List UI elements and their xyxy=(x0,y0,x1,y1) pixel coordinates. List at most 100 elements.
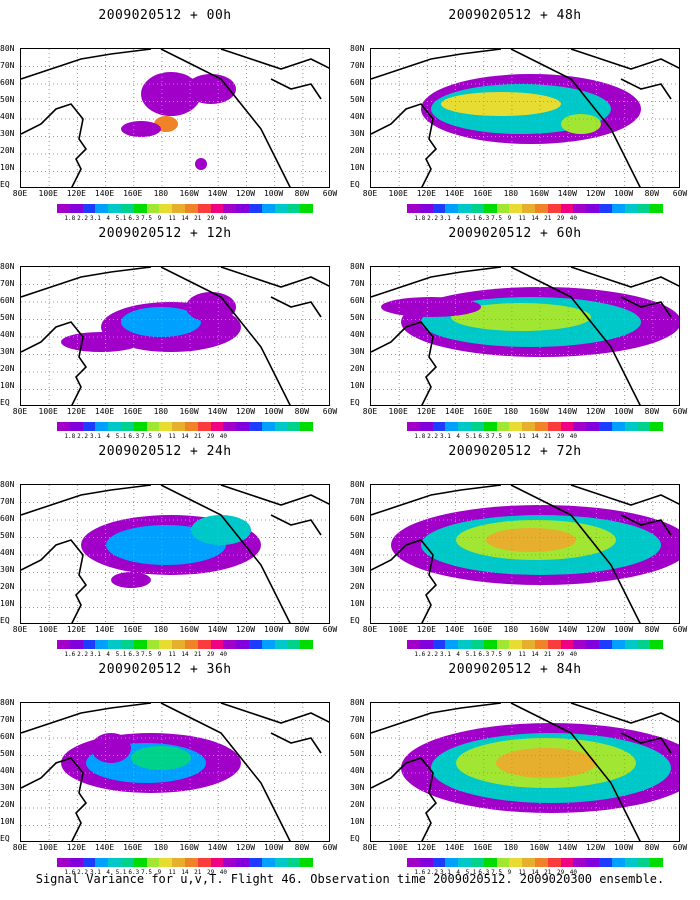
lon-tick-label: 80E xyxy=(362,625,378,634)
colorbar-swatch xyxy=(586,858,599,867)
lon-tick-label: 160W xyxy=(529,843,549,852)
colorbar-swatch xyxy=(611,204,625,213)
lon-tick-label: 120E xyxy=(66,843,86,852)
lat-tick-label: 20N xyxy=(350,800,365,809)
colorbar-label: 29 xyxy=(556,215,565,222)
lon-tick-label: 80E xyxy=(12,407,28,416)
lat-tick-label: 60N xyxy=(0,296,15,305)
colorbar-swatch xyxy=(287,204,301,213)
colorbar-swatch xyxy=(586,204,599,213)
colorbar-swatch xyxy=(483,422,497,431)
lon-tick-label: 80W xyxy=(644,843,660,852)
lat-tick-label: 10N xyxy=(350,817,365,826)
colorbar-swatch xyxy=(69,422,83,431)
lon-tick-label: 120E xyxy=(416,407,436,416)
panel-title: 2009020512 + 48h xyxy=(448,8,582,23)
colorbar-swatch xyxy=(82,640,96,649)
colorbar-swatch xyxy=(650,422,663,431)
lon-tick-label: 140W xyxy=(207,625,227,634)
lat-tick-label: 40N xyxy=(0,330,15,339)
lon-tick-label: 80E xyxy=(12,843,28,852)
colorbar-label: 7.5 xyxy=(491,433,503,440)
lon-tick-label: 140W xyxy=(207,407,227,416)
colorbar-label: 11 xyxy=(168,433,176,440)
map-plot xyxy=(370,702,680,842)
colorbar-label: 21 xyxy=(194,869,202,876)
colorbar-swatch xyxy=(509,422,523,431)
colorbar-label: 11 xyxy=(518,215,526,222)
colorbar-swatch xyxy=(560,640,574,649)
colorbar-swatch xyxy=(522,640,535,649)
colorbar-label: 9 xyxy=(507,215,512,222)
colorbar-label: 4 xyxy=(456,433,460,440)
lat-tick-label: 10N xyxy=(0,381,15,390)
colorbar-swatch xyxy=(407,858,420,867)
colorbar-label: 40 xyxy=(569,433,577,440)
colorbar-swatch xyxy=(300,204,313,213)
map-panel: 2009020512 + 36h 80N 70N 60N 50N 40N 30N 20N 10N… xyxy=(0,662,340,877)
colorbar-label: 1.6 xyxy=(64,651,76,658)
colorbar-swatch xyxy=(287,858,301,867)
lat-tick-label: 20N xyxy=(350,146,365,155)
lat-tick-label: 10N xyxy=(350,381,365,390)
colorbar-label: 11 xyxy=(518,651,526,658)
colorbar-swatch xyxy=(261,204,275,213)
colorbar-label: 11 xyxy=(168,215,176,222)
colorbar-swatch xyxy=(300,422,313,431)
lat-tick-label: 60N xyxy=(0,78,15,87)
variance-contour-fill xyxy=(451,303,591,331)
lat-tick-label: 70N xyxy=(350,497,365,506)
lon-tick-label: 160W xyxy=(179,625,199,634)
colorbar-swatch xyxy=(586,422,599,431)
variance-contour-fill xyxy=(486,528,576,552)
colorbar-swatch xyxy=(534,640,548,649)
colorbar-swatch xyxy=(650,858,663,867)
colorbar-label: 1.8 xyxy=(414,215,426,222)
colorbar-swatch xyxy=(57,204,70,213)
lat-tick-label: 50N xyxy=(0,749,15,758)
colorbar-swatch xyxy=(248,858,262,867)
colorbar-swatch xyxy=(560,858,574,867)
colorbar-swatch xyxy=(419,422,433,431)
coastline xyxy=(371,485,679,623)
colorbar-swatch xyxy=(69,204,83,213)
colorbar-label: 14 xyxy=(531,869,539,876)
map-plot xyxy=(370,484,680,624)
variance-contour-fill xyxy=(121,121,161,137)
lat-tick-label: EQ xyxy=(350,834,360,843)
colorbar-swatch xyxy=(407,204,420,213)
colorbar-swatch xyxy=(650,640,663,649)
lat-tick-label: 30N xyxy=(350,565,365,574)
colorbar-swatch xyxy=(509,858,523,867)
colorbar-swatch xyxy=(522,422,535,431)
colorbar-swatch xyxy=(547,422,561,431)
map-panel: 2009020512 + 48h 80N 70N 60N 50N 40N 30N 20N 10N… xyxy=(350,8,690,223)
lat-tick-label: 40N xyxy=(350,548,365,557)
lat-tick-label: 80N xyxy=(0,262,15,271)
colorbar-swatch xyxy=(172,204,185,213)
map-canvas xyxy=(21,267,329,405)
colorbar-label: 2.2 xyxy=(427,651,439,658)
colorbar-swatch xyxy=(95,204,109,213)
lat-tick-label: 60N xyxy=(350,514,365,523)
lon-tick-label: 80E xyxy=(12,189,28,198)
lat-tick-label: EQ xyxy=(350,180,360,189)
colorbar-swatch xyxy=(210,204,224,213)
colorbar-swatch xyxy=(637,640,651,649)
lat-tick-label: 30N xyxy=(0,565,15,574)
colorbar-label: 29 xyxy=(206,433,215,440)
colorbar-swatch xyxy=(432,858,446,867)
colorbar-label: 21 xyxy=(544,869,552,876)
lon-tick-label: 80W xyxy=(294,189,310,198)
colorbar-swatch xyxy=(445,858,459,867)
colorbar-swatch xyxy=(496,204,510,213)
colorbar-swatch xyxy=(82,858,96,867)
colorbar-label: 3.1 xyxy=(439,651,451,658)
colorbar-swatch xyxy=(120,858,134,867)
lat-tick-label: 10N xyxy=(350,163,365,172)
colorbar-swatch xyxy=(547,204,561,213)
colorbar-label: 2.2 xyxy=(77,651,89,658)
lat-tick-label: EQ xyxy=(0,180,10,189)
colorbar-swatch xyxy=(445,422,459,431)
lon-tick-label: 120E xyxy=(416,843,436,852)
